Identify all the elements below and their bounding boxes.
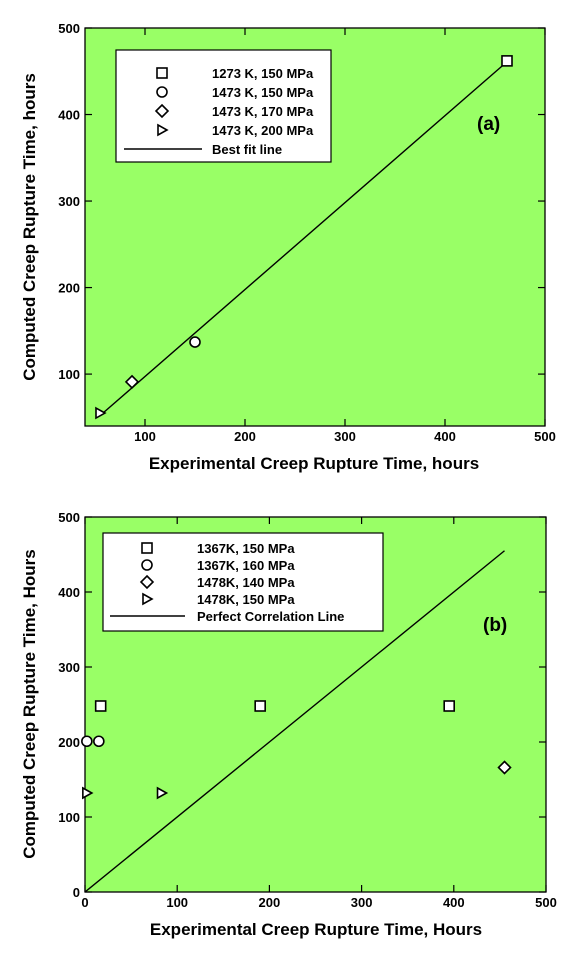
legend-label: 1367K, 160 MPa (197, 558, 295, 573)
y-tick-label: 300 (58, 660, 80, 675)
legend-marker (142, 592, 154, 606)
y-tick-label: 0 (73, 885, 80, 900)
legend-label: 1478K, 150 MPa (197, 592, 295, 607)
legend-label: 1478K, 140 MPa (197, 575, 295, 590)
legend-marker (157, 123, 169, 137)
panel-label: (a) (477, 114, 500, 135)
legend-label: 1473 K, 200 MPa (212, 123, 314, 138)
x-tick-label: 200 (259, 895, 281, 910)
x-axis-title: Experimental Creep Rupture Time, hours (149, 454, 479, 473)
y-tick-label: 200 (58, 281, 80, 296)
legend-label: 1273 K, 150 MPa (212, 66, 314, 81)
panel-b: 0 100 200 300 400 500 0 100 200 300 400 500 1367K, 1… (20, 510, 557, 939)
legend-marker (139, 574, 155, 590)
legend-marker (156, 86, 168, 98)
y-tick-label: 300 (58, 194, 80, 209)
data-point (501, 55, 513, 67)
data-point (93, 735, 105, 748)
legend-label: 1473 K, 170 MPa (212, 104, 314, 119)
data-point (81, 735, 93, 748)
y-axis-title: Computed Creep Rupture Time, Hours (20, 549, 39, 859)
legend-label: 1473 K, 150 MPa (212, 85, 314, 100)
legend-label: 1367K, 150 MPa (197, 541, 295, 556)
x-tick-label: 200 (234, 429, 256, 444)
legend-marker (141, 559, 153, 571)
y-tick-label: 100 (58, 810, 80, 825)
x-tick-label: 400 (443, 895, 465, 910)
legend-marker (141, 542, 153, 554)
panel-a: 100 200 300 400 500 100 200 300 400 500 1273 K, 15… (20, 21, 556, 473)
data-point (254, 700, 266, 712)
data-point (443, 700, 455, 712)
y-tick-label: 500 (58, 21, 80, 36)
y-tick-label: 100 (58, 367, 80, 382)
y-tick-label: 400 (58, 585, 80, 600)
y-axis-title: Computed Creep Rupture Time, hours (20, 73, 39, 381)
data-point (156, 786, 169, 800)
x-tick-label: 500 (534, 429, 556, 444)
x-tick-label: 100 (134, 429, 156, 444)
x-tick-label: 400 (434, 429, 456, 444)
x-tick-label: 100 (166, 895, 188, 910)
legend-box (115, 49, 332, 163)
fit-line (99, 61, 508, 417)
y-tick-label: 200 (58, 735, 80, 750)
x-tick-label: 500 (535, 895, 557, 910)
data-point (497, 760, 512, 775)
legend-marker (156, 67, 168, 79)
panel-label: (b) (483, 615, 507, 636)
fit-line (84, 550, 505, 893)
legend-label: Perfect Correlation Line (197, 609, 344, 624)
legend-marker (154, 103, 170, 119)
y-tick-label: 500 (58, 510, 80, 525)
data-point (94, 700, 107, 712)
data-point (124, 374, 140, 390)
y-tick-label: 400 (58, 108, 80, 123)
legend-label: Best fit line (212, 142, 282, 157)
x-tick-label: 300 (351, 895, 373, 910)
x-tick-label: 0 (81, 895, 88, 910)
data-point (189, 336, 201, 348)
data-point (82, 786, 94, 800)
x-tick-label: 300 (334, 429, 356, 444)
data-point (95, 406, 107, 420)
x-axis-title: Experimental Creep Rupture Time, Hours (150, 920, 482, 939)
